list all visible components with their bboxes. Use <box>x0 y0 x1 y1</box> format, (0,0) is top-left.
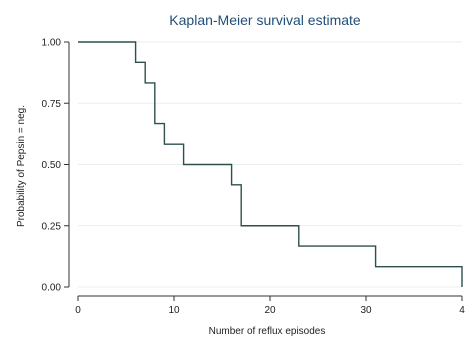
grid-lines <box>78 41 462 288</box>
y-axis-title: Probability of Pepsin = neg. <box>16 105 27 227</box>
y-tick-label-4: 1.00 <box>42 38 62 49</box>
survival-curve-0 <box>78 41 463 287</box>
axes <box>64 41 463 301</box>
x-tick-label-1: 10 <box>168 305 180 316</box>
y-tick-label-3: 0.75 <box>42 99 62 110</box>
survival-series <box>78 41 463 287</box>
tick-labels: 0.00 0.25 0.50 0.75 1.00 0 10 20 30 4 <box>42 38 466 317</box>
x-tick-label-3: 30 <box>360 305 372 316</box>
y-tick-label-2: 0.50 <box>42 160 62 171</box>
x-axis-title: Number of reflux episodes <box>209 326 326 337</box>
x-tick-label-2: 20 <box>264 305 276 316</box>
x-tick-label-4: 4 <box>459 305 465 316</box>
chart-title: Kaplan-Meier survival estimate <box>169 12 361 28</box>
y-tick-label-1: 0.25 <box>42 221 62 232</box>
y-tick-label-0: 0.00 <box>42 283 62 294</box>
x-tick-label-0: 0 <box>75 305 81 316</box>
